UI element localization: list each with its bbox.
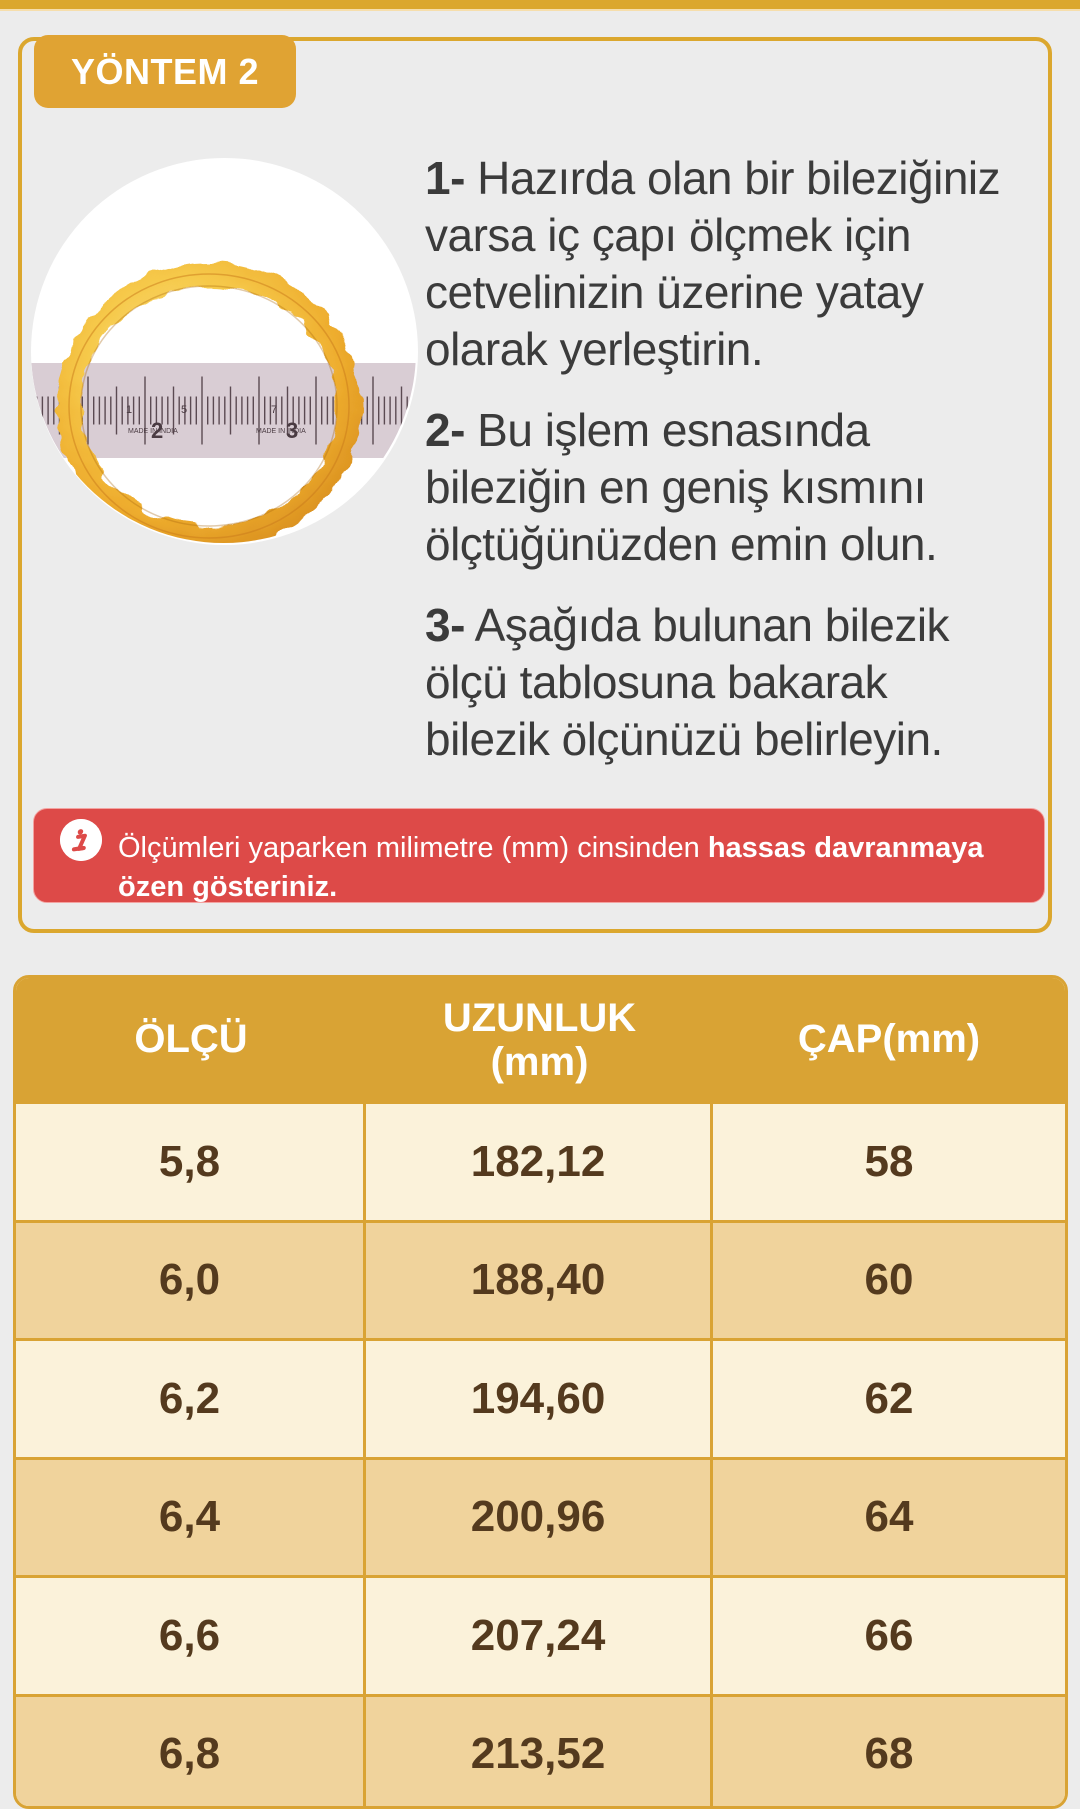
svg-text:7: 7: [271, 404, 277, 416]
svg-text:MADE IN INDIA: MADE IN INDIA: [128, 428, 178, 435]
svg-text:MADE IN INDIA: MADE IN INDIA: [256, 428, 306, 435]
svg-text:5: 5: [181, 404, 187, 416]
svg-text:1: 1: [126, 404, 132, 416]
